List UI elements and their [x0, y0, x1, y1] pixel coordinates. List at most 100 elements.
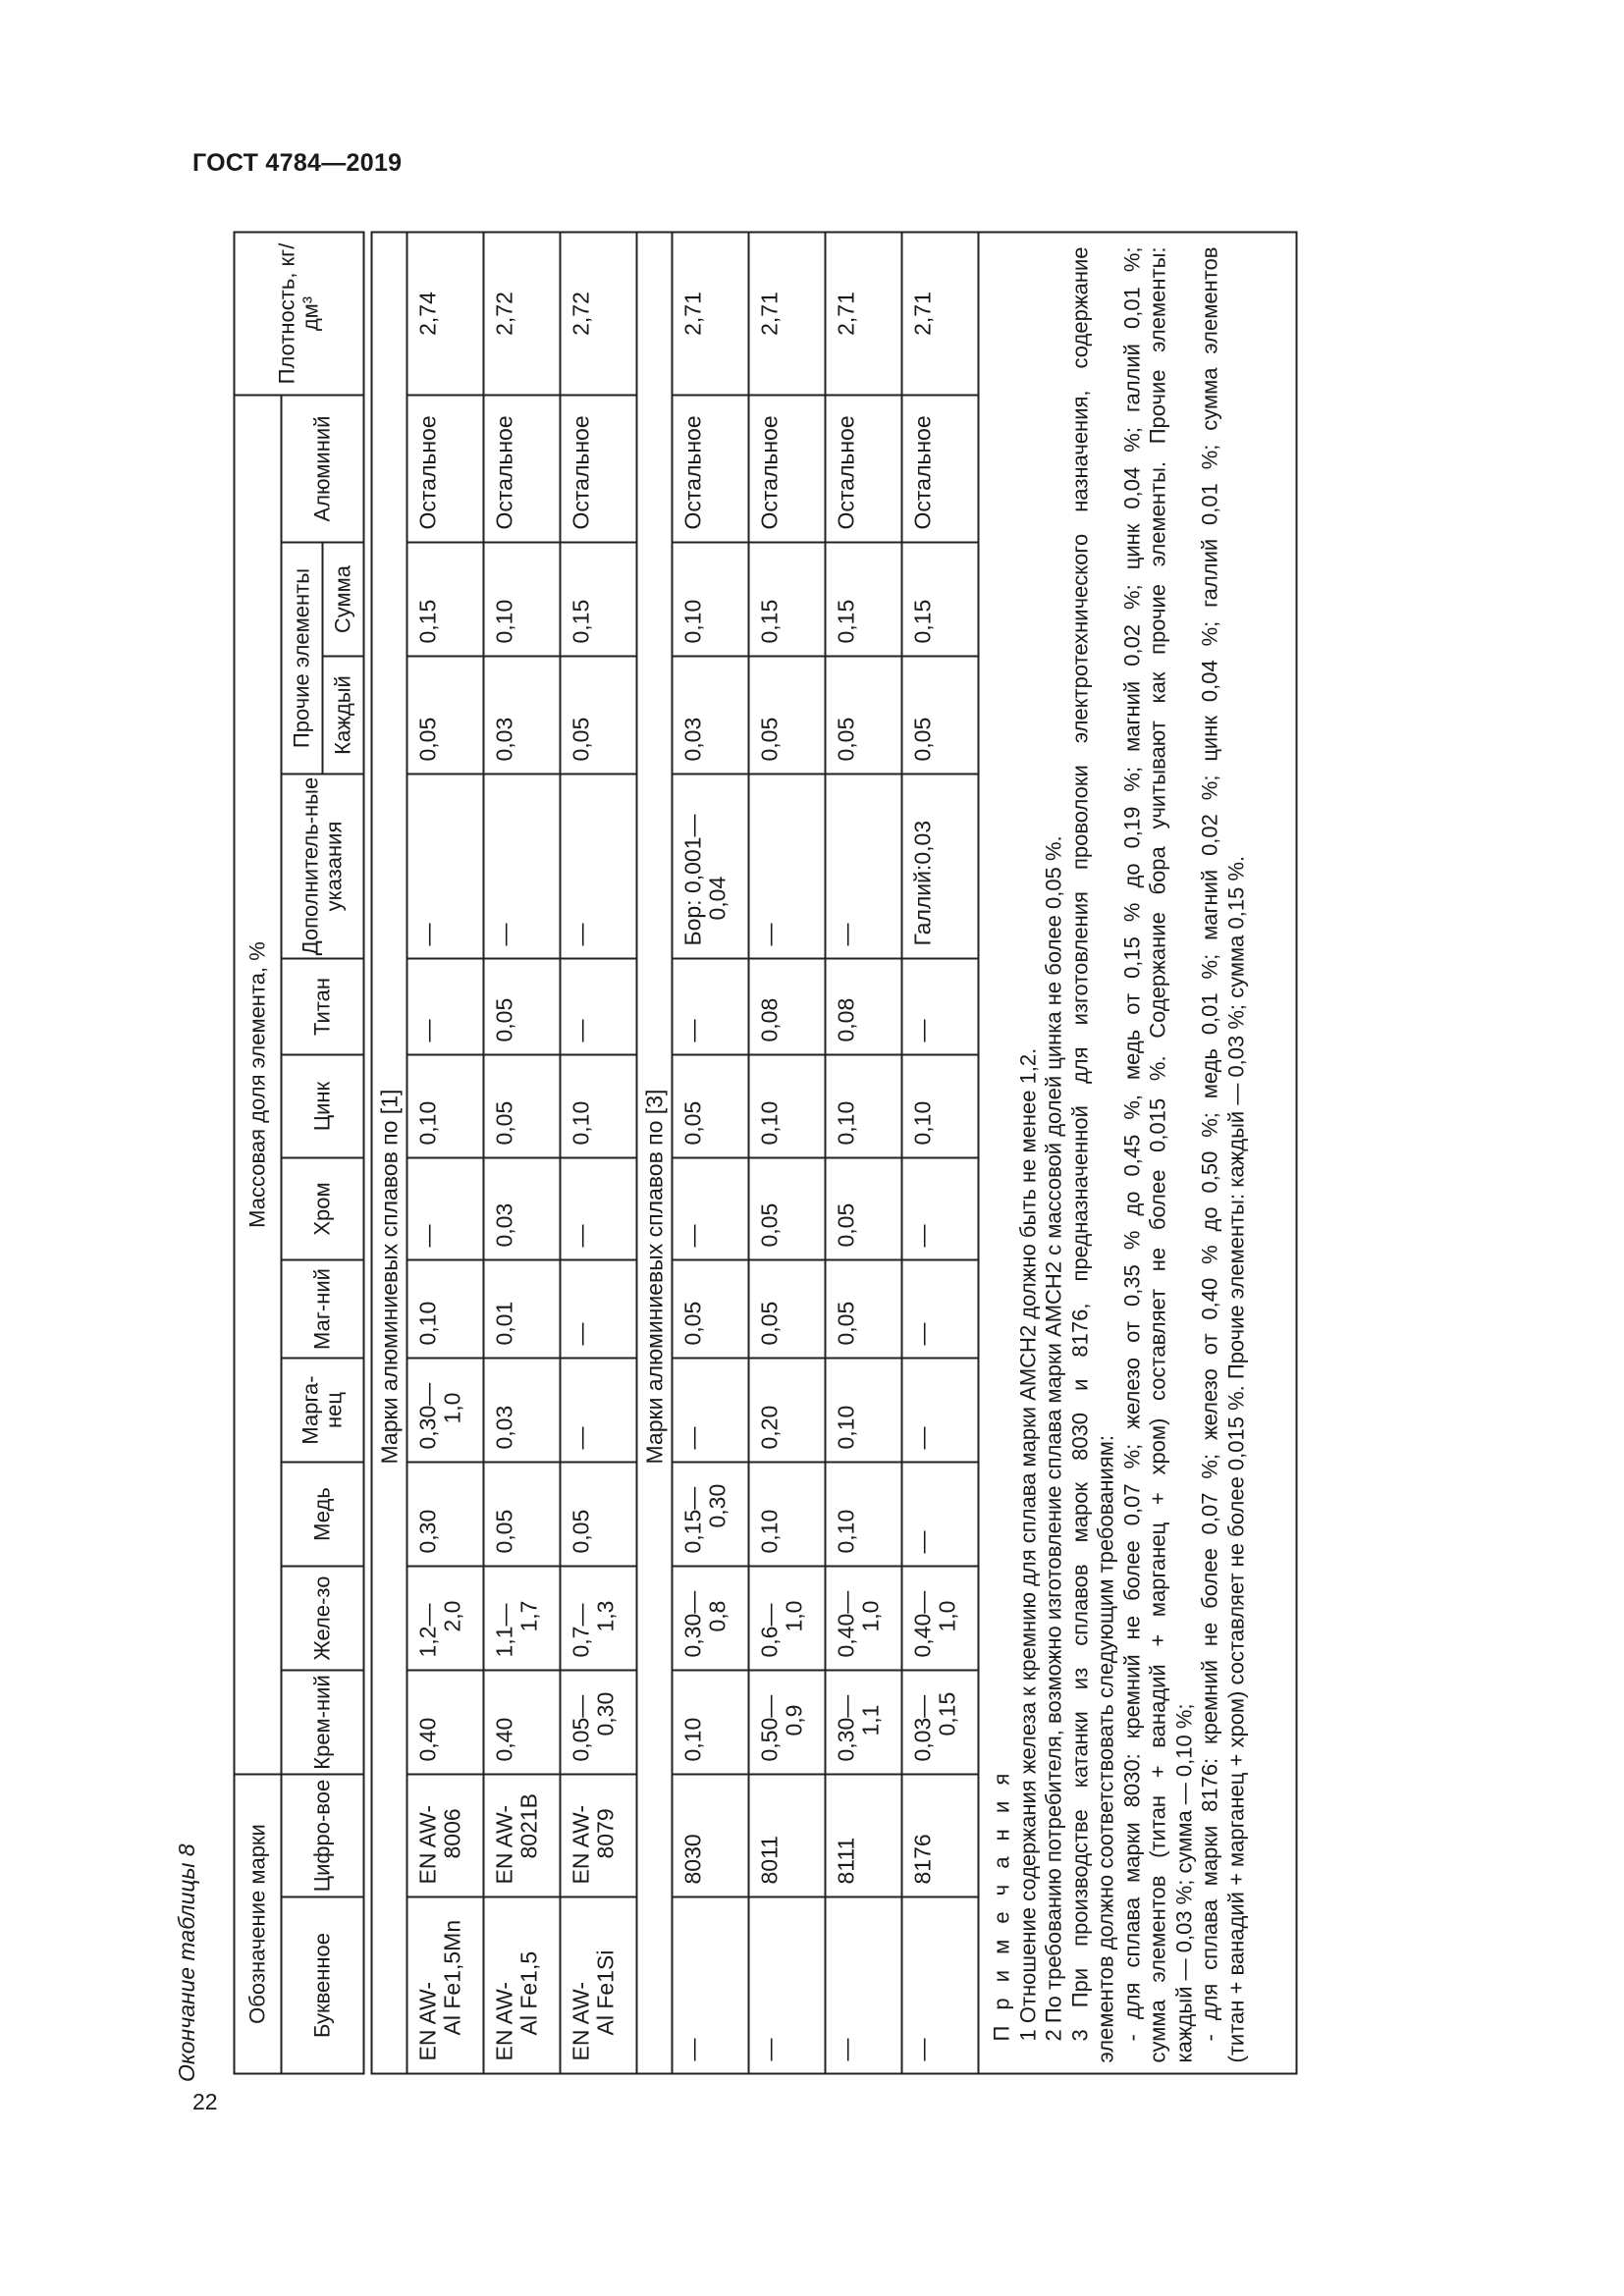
- header-zinc: Цинк: [281, 1054, 363, 1157]
- table-cell: 2,72: [483, 232, 560, 395]
- cell-line: Бор: 0,001—: [679, 813, 705, 945]
- cell-line: EN AW-: [414, 1981, 440, 2060]
- table-cell: 2,71: [748, 232, 825, 395]
- header-designation: Обозначение марки: [234, 1774, 281, 2073]
- group-row: Марки алюминиевых сплавов по [3]: [636, 232, 672, 2073]
- group-title: Марки алюминиевых сплавов по [1]: [371, 232, 406, 2073]
- cell-line: 0,30: [592, 1691, 618, 1735]
- table-cell: —: [748, 774, 825, 958]
- table-cell: 0,20: [748, 1358, 825, 1462]
- cell-line: 0,15—: [679, 1486, 705, 1553]
- note-line: 1 Отношение содержания железа к кремнию …: [1014, 1047, 1040, 2041]
- table-cell: 0,10: [406, 1259, 483, 1358]
- table-cell: Остальное: [748, 395, 825, 542]
- table-cell: 0,05: [560, 1462, 636, 1566]
- header-additional: Дополнитель-ные указания: [281, 774, 363, 958]
- table-cell: —: [672, 958, 748, 1054]
- note-line: элементов должно соответствовать следующ…: [1093, 1434, 1117, 2062]
- cell-line: Al Fe1,5: [515, 1950, 541, 2035]
- table-cell: 0,10: [672, 542, 748, 656]
- cell-line: 0,8: [704, 1600, 730, 1631]
- header-letter: Буквенное: [281, 1896, 363, 2073]
- table-cell: EN AW- Al Fe1Si: [560, 1896, 636, 2073]
- header-copper: Медь: [281, 1462, 363, 1566]
- header-iron: Желе-зо: [281, 1566, 363, 1670]
- table-cell: 0,10: [901, 1054, 978, 1157]
- page-number: 22: [192, 2089, 218, 2114]
- cell-line: 0,30—: [414, 1382, 440, 1449]
- cell-line: EN AW-: [491, 1981, 516, 2060]
- header-aluminium: Алюминий: [281, 395, 363, 542]
- table-cell: EN AW- 8079: [560, 1774, 636, 1896]
- table-cell: 0,05: [483, 1054, 560, 1157]
- table-cell: 0,05: [825, 1157, 901, 1259]
- table-cell: 0,15— 0,30: [672, 1462, 748, 1566]
- table-cell: 0,10: [748, 1462, 825, 1566]
- table-cell: —: [748, 1896, 825, 2073]
- table-row: —8030 0,10 0,30— 0,8 0,15— 0,30—0,05—0,05— Бор…: [672, 232, 748, 2073]
- document-title: ГОСТ 4784—2019: [192, 149, 403, 177]
- table-cell: —: [672, 1157, 748, 1259]
- table-body: Марки алюминиевых сплавов по [1] EN AW- Al…: [363, 232, 1296, 2073]
- cell-line: 0,30—: [833, 1694, 858, 1761]
- cell-line: 0,30: [704, 1483, 730, 1527]
- table-cell: 0,10: [748, 1054, 825, 1157]
- cell-line: 0,04: [704, 876, 730, 920]
- cell-line: Al Fe1Si: [592, 1949, 618, 2035]
- cell-line: 0,40—: [833, 1590, 858, 1657]
- table-cell: 0,08: [825, 958, 901, 1054]
- table-cell: 0,05: [825, 1259, 901, 1358]
- header-manganese: Марга-нец: [281, 1358, 363, 1462]
- note-line: сумма элементов (титан + ванадий + марга…: [1145, 246, 1169, 2062]
- double-rule: [363, 232, 371, 2073]
- cell-line: 1,1: [857, 1704, 883, 1735]
- group-row: Марки алюминиевых сплавов по [1]: [371, 232, 406, 2073]
- table-cell: —: [901, 1896, 978, 2073]
- notes-heading: П р и м е ч а н и я: [989, 1768, 1013, 2041]
- header-chromium: Хром: [281, 1157, 363, 1259]
- table-cell: 0,15: [825, 542, 901, 656]
- cell-line: 2,0: [439, 1600, 464, 1631]
- cell-line: 0,6—: [756, 1603, 782, 1657]
- header-silicon: Крем-ний: [281, 1670, 363, 1774]
- table-cell: 0,05: [748, 1259, 825, 1358]
- table-cell: —: [901, 1157, 978, 1259]
- double-rule-cell: [363, 232, 371, 2073]
- table-cell: 8030: [672, 1774, 748, 1896]
- table-cell: —: [483, 774, 560, 958]
- table-cell: —: [901, 1358, 978, 1462]
- table-cell: 0,30— 1,1: [825, 1670, 901, 1774]
- table-cell: 0,05: [901, 656, 978, 774]
- table-cell: 0,03: [672, 656, 748, 774]
- table-cell: 8176: [901, 1774, 978, 1896]
- table-row: EN AW- Al Fe1Si EN AW- 8079 0,05— 0,30 0,7— 1,3…: [560, 232, 636, 2073]
- cell-line: 0,15: [934, 1691, 959, 1735]
- header-mass-fraction: Массовая доля элемента, %: [234, 395, 281, 1774]
- table-cell: 0,05: [406, 656, 483, 774]
- table-cell: 0,10: [825, 1054, 901, 1157]
- header-other-elements: Прочие элементы: [281, 542, 322, 774]
- table-cell: 0,15: [560, 542, 636, 656]
- cell-line: 0,40—: [909, 1590, 935, 1657]
- table-cell: 0,10: [406, 1054, 483, 1157]
- table-cell: —: [901, 1259, 978, 1358]
- cell-line: 0,50—: [756, 1694, 782, 1761]
- table-row: —8111 0,30— 1,1 0,40— 1,0 0,10 0,10 0,05 0,05 0,1…: [825, 232, 901, 2073]
- table-cell: 2,71: [825, 232, 901, 395]
- cell-line: 0,30—: [679, 1590, 705, 1657]
- table-cell: 0,7— 1,3: [560, 1566, 636, 1670]
- table-cell: 0,05: [748, 1157, 825, 1259]
- table-cell: 0,03: [483, 1358, 560, 1462]
- cell-line: 0,05—: [568, 1694, 593, 1761]
- table-cell: —: [406, 958, 483, 1054]
- table-cell: 1,1— 1,7: [483, 1566, 560, 1670]
- table-cell: 0,10: [483, 542, 560, 656]
- table-cell: 2,74: [406, 232, 483, 395]
- table-cell: Бор: 0,001— 0,04: [672, 774, 748, 958]
- cell-line: EN AW-: [414, 1804, 440, 1884]
- table-cell: —: [672, 1358, 748, 1462]
- cell-line: 1,2—: [414, 1603, 440, 1657]
- table-cell: 0,03: [483, 1157, 560, 1259]
- cell-line: 0,9: [781, 1704, 806, 1735]
- table-caption: Окончание таблицы 8: [174, 1843, 199, 2082]
